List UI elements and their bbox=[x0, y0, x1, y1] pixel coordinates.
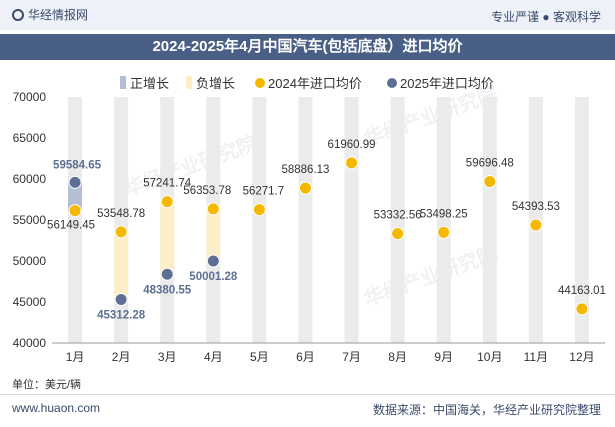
logo-icon bbox=[12, 8, 24, 21]
x-tick-label: 1月 bbox=[66, 350, 85, 364]
point-2024 bbox=[252, 203, 266, 217]
y-tick-label: 50000 bbox=[13, 254, 47, 268]
tagline: 专业严谨 ● 客观科学 bbox=[491, 10, 601, 24]
logo-text: 华经情报网 bbox=[28, 8, 89, 22]
x-tick-label: 5月 bbox=[250, 350, 269, 364]
data-label-2025: 45312.28 bbox=[97, 309, 146, 321]
data-label-2024: 56149.45 bbox=[47, 220, 95, 232]
point-2024 bbox=[483, 174, 497, 188]
point-2025 bbox=[160, 267, 174, 281]
category-column bbox=[68, 97, 83, 343]
data-label-2025: 50001.28 bbox=[189, 271, 238, 283]
data-label-2024: 56353.78 bbox=[183, 185, 231, 197]
category-column bbox=[574, 97, 589, 343]
data-label-2024: 53498.25 bbox=[420, 208, 468, 220]
category-column bbox=[252, 97, 267, 343]
data-label-2025: 59584.65 bbox=[53, 159, 102, 171]
chart-title: 2024-2025年4月中国汽车(包括底盘）进口均价 bbox=[0, 34, 615, 60]
data-source: 数据来源：中国海关，华经产业研究院整理 bbox=[372, 403, 601, 417]
legend-label-positive: 正增长 bbox=[130, 76, 169, 91]
x-tick-label: 9月 bbox=[434, 350, 453, 364]
legend-label-2024: 2024年进口均价 bbox=[268, 76, 362, 91]
y-tick-label: 45000 bbox=[13, 295, 47, 309]
x-tick-label: 4月 bbox=[204, 350, 223, 364]
x-tick-label: 8月 bbox=[388, 350, 407, 364]
unit-label: 单位：美元/辆 bbox=[12, 379, 82, 391]
data-label-2024: 57241.74 bbox=[143, 178, 192, 190]
point-2024 bbox=[391, 227, 405, 241]
x-tick-label: 7月 bbox=[342, 350, 361, 364]
data-label-2025: 48380.55 bbox=[143, 284, 192, 296]
category-column bbox=[298, 97, 313, 343]
point-2024 bbox=[529, 218, 543, 232]
y-tick-label: 70000 bbox=[13, 90, 47, 104]
legend-label-2025: 2025年进口均价 bbox=[400, 76, 494, 91]
category-column bbox=[482, 97, 497, 343]
point-2024 bbox=[345, 156, 359, 170]
data-label-2024: 59696.48 bbox=[466, 157, 514, 169]
point-2025 bbox=[114, 292, 128, 306]
legend-swatch-negative bbox=[186, 76, 192, 89]
point-2024 bbox=[298, 181, 312, 195]
point-2024 bbox=[575, 302, 589, 316]
point-2024 bbox=[437, 225, 451, 239]
category-column bbox=[436, 97, 451, 343]
legend-marker-2024 bbox=[255, 78, 265, 88]
footer-divider bbox=[0, 394, 615, 395]
growth-bar-positive bbox=[68, 182, 83, 211]
point-2024 bbox=[206, 202, 220, 216]
legend-label-negative: 负增长 bbox=[196, 76, 235, 91]
y-tick-label: 55000 bbox=[13, 213, 47, 227]
site-url[interactable]: www.huaon.com bbox=[12, 401, 101, 415]
growth-bar-negative bbox=[206, 208, 221, 261]
data-label-2024: 53332.56 bbox=[374, 210, 422, 222]
top-bar: 华经情报网 专业严谨 ● 客观科学 bbox=[0, 0, 615, 30]
point-2025 bbox=[206, 254, 220, 268]
logo[interactable]: 华经情报网 bbox=[12, 6, 88, 23]
legend-marker-2025 bbox=[387, 78, 397, 88]
x-tick-label: 2月 bbox=[112, 350, 131, 364]
growth-bar-negative bbox=[114, 231, 129, 300]
y-tick-label: 60000 bbox=[13, 172, 47, 186]
data-label-2024: 44163.01 bbox=[558, 285, 606, 297]
data-label-2024: 58886.13 bbox=[281, 164, 329, 176]
point-2024 bbox=[68, 204, 82, 218]
point-2024 bbox=[160, 195, 174, 209]
category-column bbox=[390, 97, 405, 343]
point-2024 bbox=[114, 225, 128, 239]
data-label-2024: 53548.78 bbox=[97, 208, 145, 220]
x-tick-label: 6月 bbox=[296, 350, 315, 364]
y-tick-label: 65000 bbox=[13, 131, 47, 145]
x-tick-label: 3月 bbox=[158, 350, 177, 364]
y-tick-label: 40000 bbox=[13, 336, 47, 350]
data-label-2024: 61960.99 bbox=[328, 139, 376, 151]
growth-bar-negative bbox=[160, 201, 175, 275]
x-tick-label: 10月 bbox=[477, 350, 502, 364]
chart-area: 40000 45000 50000 55000 60000 65000 70000 1月 2月 3… bbox=[13, 76, 606, 364]
data-label-2024: 56271.7 bbox=[243, 186, 285, 198]
category-column bbox=[344, 97, 359, 343]
point-2025 bbox=[68, 175, 82, 189]
x-tick-label: 11月 bbox=[524, 350, 548, 364]
legend-swatch-positive bbox=[120, 76, 126, 89]
data-label-2024: 54393.53 bbox=[512, 201, 560, 213]
x-tick-label: 12月 bbox=[569, 350, 594, 364]
category-column bbox=[114, 97, 129, 343]
